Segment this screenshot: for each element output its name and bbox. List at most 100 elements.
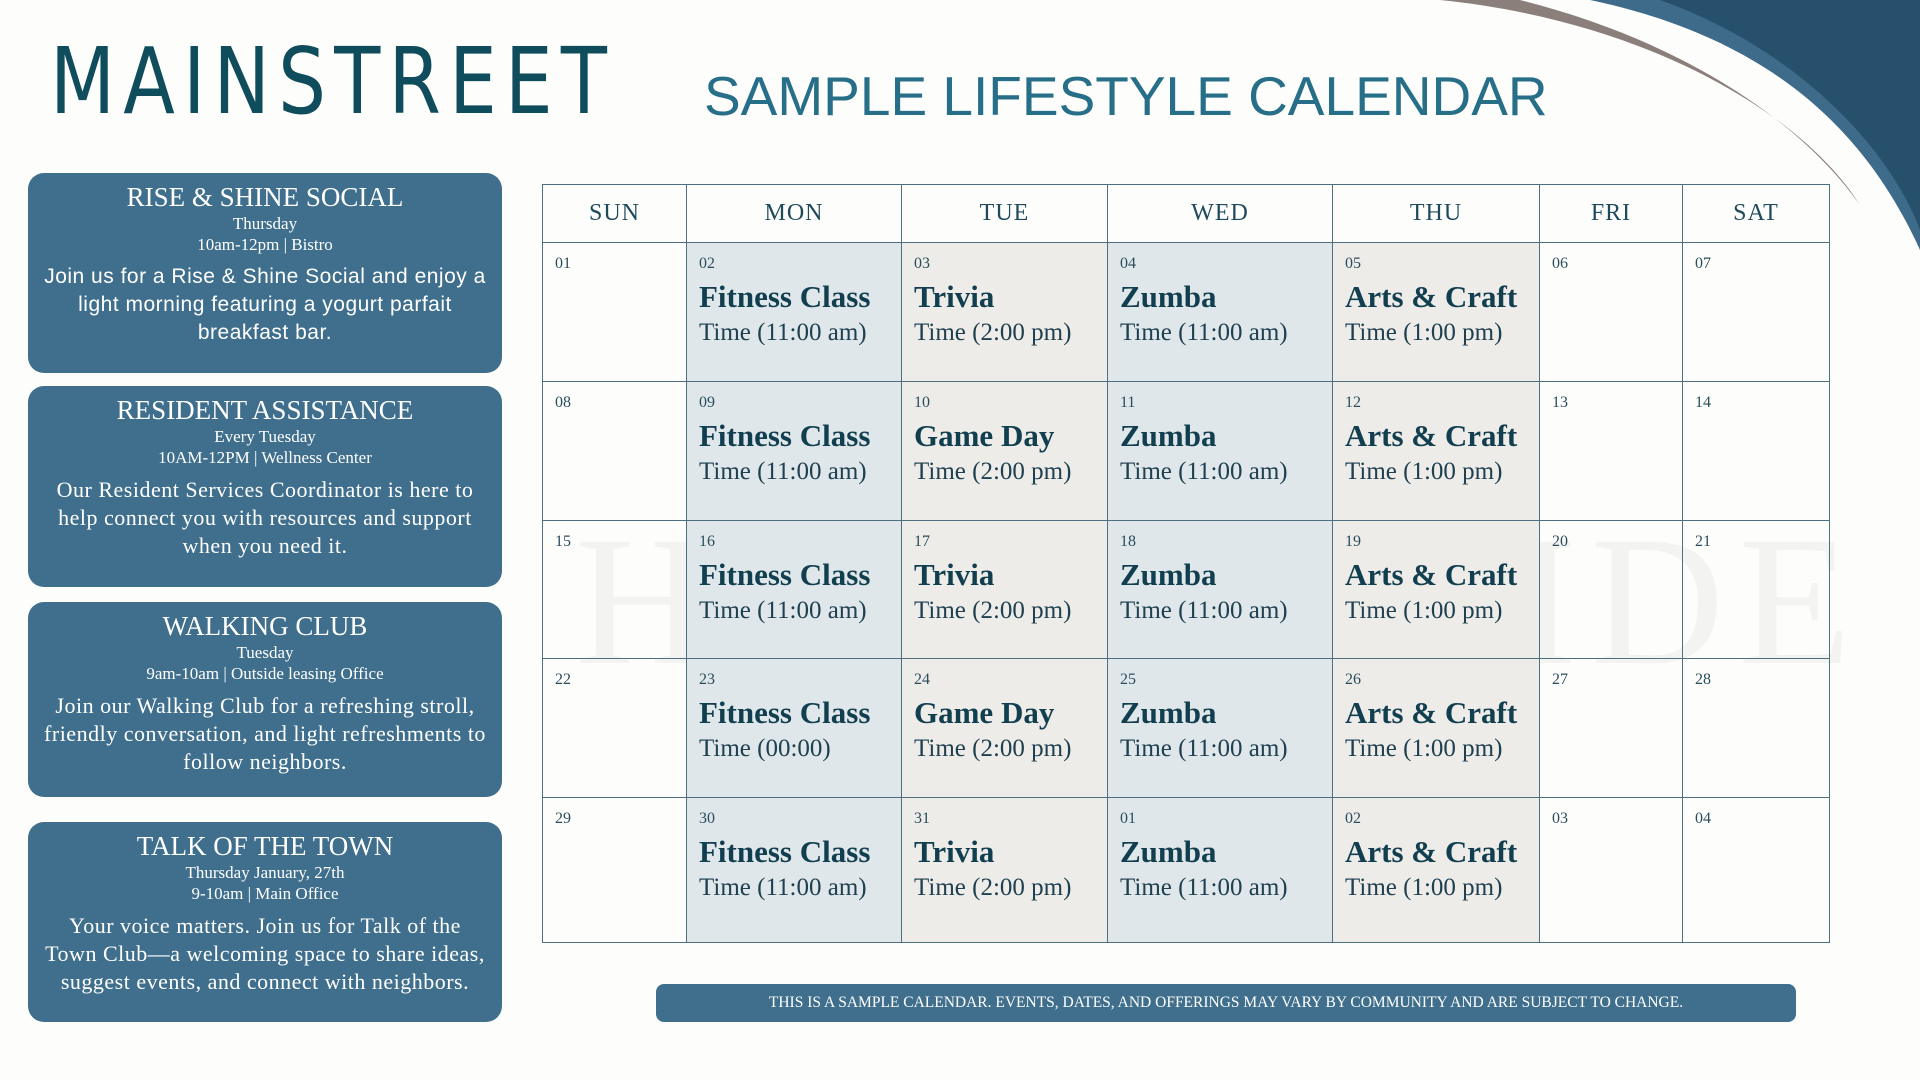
date-number: 08 — [555, 394, 571, 411]
event-name: Arts & Craft — [1345, 834, 1518, 869]
card-description: Join us for a Rise & Shine Social and en… — [44, 265, 486, 344]
day-cell: 30 Fitness Class Time (11:00 am) — [686, 797, 902, 943]
card-detail: 10AM-12PM | Wellness Center — [158, 448, 372, 467]
day-cell: 04 — [1682, 797, 1830, 943]
event-time: Time (11:00 am) — [699, 597, 867, 624]
date-number: 04 — [1120, 255, 1136, 272]
page-title: SAMPLE LIFESTYLE CALENDAR — [704, 65, 1548, 127]
event-time: Time (2:00 pm) — [914, 874, 1072, 901]
day-cell: 05 Arts & Craft Time (1:00 pm) — [1332, 242, 1540, 382]
day-cell: 23 Fitness Class Time (00:00) — [686, 658, 902, 798]
event-name: Trivia — [914, 557, 995, 592]
date-number: 27 — [1552, 671, 1568, 688]
day-cell: 07 — [1682, 242, 1830, 382]
event-time: Time (11:00 am) — [1120, 735, 1288, 762]
event-time: Time (11:00 am) — [1120, 597, 1288, 624]
card-detail: Tuesday — [236, 643, 294, 662]
day-header: SAT — [1682, 184, 1830, 243]
event-name: Zumba — [1120, 695, 1217, 730]
card-detail: Thursday January, 27th — [185, 863, 345, 882]
event-name: Fitness Class — [699, 695, 871, 730]
day-cell: 29 — [542, 797, 687, 943]
date-number: 02 — [699, 255, 715, 272]
day-header: WED — [1107, 184, 1333, 243]
day-cell: 04 Zumba Time (11:00 am) — [1107, 242, 1333, 382]
event-time: Time (00:00) — [699, 735, 831, 762]
event-time: Time (11:00 am) — [699, 319, 867, 346]
event-name: Game Day — [914, 418, 1055, 453]
day-cell: 15 — [542, 520, 687, 659]
event-name: Zumba — [1120, 834, 1217, 869]
card-title: RISE & SHINE SOCIAL — [126, 182, 404, 212]
day-cell: 27 — [1539, 658, 1683, 798]
day-header: FRI — [1539, 184, 1683, 243]
event-name: Zumba — [1120, 279, 1217, 314]
event-name: Arts & Craft — [1345, 418, 1518, 453]
event-name: Arts & Craft — [1345, 557, 1518, 592]
event-card: RISE & SHINE SOCIAL Thursday 10am-12pm | B… — [28, 173, 502, 373]
day-cell: 03 Trivia Time (2:00 pm) — [901, 242, 1108, 382]
day-cell: 13 — [1539, 381, 1683, 521]
day-cell: 09 Fitness Class Time (11:00 am) — [686, 381, 902, 521]
day-header: THU — [1332, 184, 1540, 243]
date-number: 29 — [555, 810, 571, 827]
card-detail: Every Tuesday — [214, 427, 316, 446]
day-cell: 26 Arts & Craft Time (1:00 pm) — [1332, 658, 1540, 798]
day-header: TUE — [901, 184, 1108, 243]
event-name: Fitness Class — [699, 279, 871, 314]
date-number: 01 — [1120, 810, 1136, 827]
event-card: RESIDENT ASSISTANCE Every Tuesday 10AM-12P… — [28, 386, 502, 587]
day-cell: 01 Zumba Time (11:00 am) — [1107, 797, 1333, 943]
event-name: Fitness Class — [699, 418, 871, 453]
date-number: 23 — [699, 671, 715, 688]
card-title: RESIDENT ASSISTANCE — [116, 395, 414, 425]
event-card: TALK OF THE TOWN Thursday January, 27th 9-… — [28, 822, 502, 1022]
event-time: Time (11:00 am) — [699, 874, 867, 901]
event-time: Time (11:00 am) — [1120, 319, 1288, 346]
date-number: 03 — [1552, 810, 1568, 827]
date-number: 10 — [914, 394, 930, 411]
day-cell: 16 Fitness Class Time (11:00 am) — [686, 520, 902, 659]
day-cell: 17 Trivia Time (2:00 pm) — [901, 520, 1108, 659]
day-cell: 21 — [1682, 520, 1830, 659]
date-number: 11 — [1120, 394, 1136, 411]
day-cell: 10 Game Day Time (2:00 pm) — [901, 381, 1108, 521]
date-number: 06 — [1552, 255, 1568, 272]
date-number: 26 — [1345, 671, 1361, 688]
event-time: Time (1:00 pm) — [1345, 458, 1503, 485]
date-number: 24 — [914, 671, 930, 688]
date-number: 13 — [1552, 394, 1568, 411]
event-name: Fitness Class — [699, 834, 871, 869]
event-time: Time (2:00 pm) — [914, 735, 1072, 762]
event-time: Time (2:00 pm) — [914, 597, 1072, 624]
event-time: Time (1:00 pm) — [1345, 319, 1503, 346]
event-card: WALKING CLUB Tuesday 9am-10am | Outside le… — [28, 602, 502, 797]
event-time: Time (11:00 am) — [699, 458, 867, 485]
date-number: 30 — [699, 810, 715, 827]
day-cell: 12 Arts & Craft Time (1:00 pm) — [1332, 381, 1540, 521]
day-cell: 03 — [1539, 797, 1683, 943]
day-header: SUN — [542, 184, 687, 243]
date-number: 04 — [1695, 810, 1711, 827]
date-number: 15 — [555, 533, 571, 550]
day-cell: 08 — [542, 381, 687, 521]
date-number: 12 — [1345, 394, 1361, 411]
date-number: 14 — [1695, 394, 1711, 411]
event-time: Time (1:00 pm) — [1345, 874, 1503, 901]
event-time: Time (1:00 pm) — [1345, 597, 1503, 624]
event-name: Zumba — [1120, 557, 1217, 592]
event-name: Zumba — [1120, 418, 1217, 453]
date-number: 01 — [555, 255, 571, 272]
date-number: 18 — [1120, 533, 1136, 550]
day-cell: 11 Zumba Time (11:00 am) — [1107, 381, 1333, 521]
event-time: Time (11:00 am) — [1120, 874, 1288, 901]
event-name: Fitness Class — [699, 557, 871, 592]
event-time: Time (1:00 pm) — [1345, 735, 1503, 762]
card-detail: 10am-12pm | Bistro — [197, 235, 333, 254]
event-time: Time (2:00 pm) — [914, 319, 1072, 346]
date-number: 17 — [914, 533, 930, 550]
event-time: Time (2:00 pm) — [914, 458, 1072, 485]
card-description: Your voice matters. Join us for Talk of … — [45, 913, 485, 994]
day-cell: 18 Zumba Time (11:00 am) — [1107, 520, 1333, 659]
